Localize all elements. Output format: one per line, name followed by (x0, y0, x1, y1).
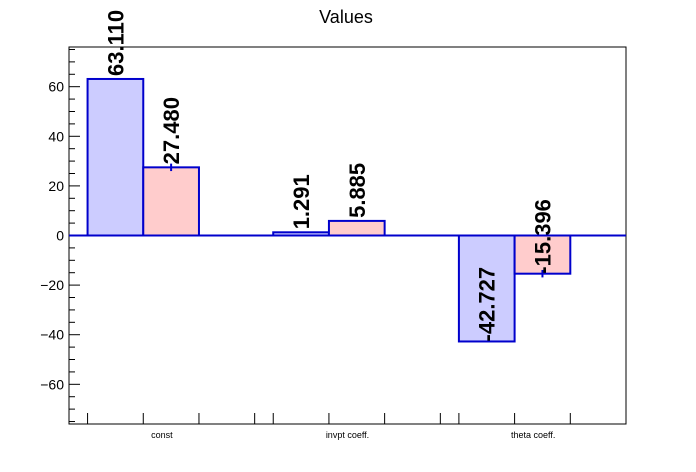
value-label: 27.480 (159, 97, 184, 164)
chart-title: Values (319, 7, 373, 27)
y-tick-label: 60 (48, 79, 64, 95)
y-tick-label: −20 (40, 277, 64, 293)
value-label: -42.727 (475, 267, 500, 342)
bar (457, 234, 516, 343)
x-category-label: invpt coeff. (326, 430, 369, 440)
y-tick-label: 0 (56, 228, 64, 244)
plot-area: −60 −40 −20 0 20 40 60 const invpt coeff. theta c… (40, 10, 627, 440)
value-label: 5.885 (345, 163, 370, 218)
bar (86, 77, 145, 237)
x-category-label: const (151, 430, 173, 440)
bar (327, 219, 386, 237)
x-category-label: theta coeff. (511, 430, 555, 440)
bar (142, 166, 200, 237)
value-label: 63.110 (103, 10, 128, 76)
value-label: 1.291 (289, 174, 314, 229)
y-tick-label: 20 (48, 178, 64, 194)
y-tick-label: −60 (40, 376, 64, 392)
y-tick-label: 40 (48, 128, 64, 144)
y-tick-label: −40 (40, 327, 64, 343)
